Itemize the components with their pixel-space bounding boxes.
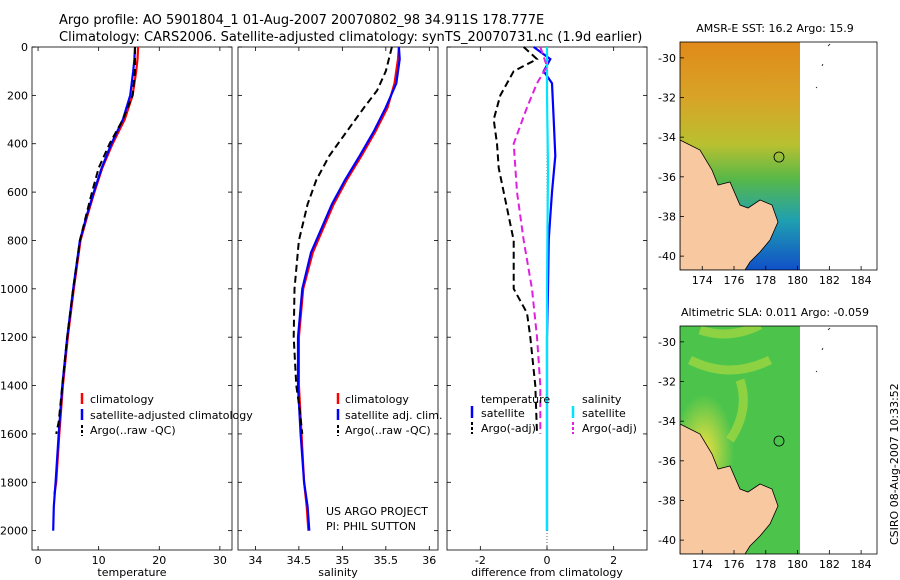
legend-label: satellite <box>481 407 525 420</box>
profile-location-marker <box>773 151 785 163</box>
sst-map: AMSR-E SST: 16.2 Argo: 15.9 174 176 178 180… <box>658 22 878 287</box>
project-annotation: US ARGO PROJECT <box>326 505 428 518</box>
salinity-x-axis-label: salinity <box>318 566 358 579</box>
y-tick-label: 1600 <box>0 428 28 441</box>
series-salinity-argo-adj <box>512 46 549 434</box>
x-tick-label: 2 <box>610 554 617 567</box>
temperature-legend: climatology satellite-adjusted climatolo… <box>80 393 253 437</box>
legend-heading-temperature: temperature <box>481 393 550 406</box>
x-tick-label: 10 <box>92 554 106 567</box>
legend-label: climatology <box>90 393 154 406</box>
x-tick-label: 35 <box>335 554 349 567</box>
temperature-axes-frame <box>31 46 233 551</box>
map-x-tick-label: 174 <box>692 274 713 287</box>
legend-label: satellite adj. clim. <box>345 409 442 422</box>
y-tick-label: 1400 <box>0 380 28 393</box>
y-tick-label: 1800 <box>0 476 28 489</box>
x-tick-label: 34 <box>248 554 262 567</box>
sla-map-frame <box>679 325 878 555</box>
figure-title-line-2: Climatology: CARS2006. Satellite-adjuste… <box>59 30 643 45</box>
map-y-tick-label: -40 <box>658 250 676 263</box>
series-climatology <box>297 46 400 531</box>
x-tick-label: 34.5 <box>287 554 312 567</box>
map-y-tick-label: -32 <box>658 376 676 389</box>
legend-label: Argo(-adj) <box>481 422 536 435</box>
map-x-tick-label: 180 <box>787 558 808 571</box>
sst-map-title: AMSR-E SST: 16.2 Argo: 15.9 <box>696 22 854 35</box>
figure-title-line-1: Argo profile: AO 5901804_1 01-Aug-2007 2… <box>59 13 545 28</box>
sst-map-frame <box>679 41 878 271</box>
sla-map: Altimetric SLA: 0.011 Argo: -0.059 174 17… <box>658 306 878 571</box>
map-y-tick-label: -36 <box>658 455 676 468</box>
legend-label: climatology <box>345 393 409 406</box>
land-mass <box>680 423 779 554</box>
map-x-tick-label: 184 <box>851 274 872 287</box>
map-y-tick-label: -30 <box>658 336 676 349</box>
x-tick-label: 0 <box>35 554 42 567</box>
salinity-legend: climatology satellite adj. clim. Argo(..… <box>326 393 442 533</box>
y-tick-label: 0 <box>21 41 28 54</box>
map-x-tick-label: 180 <box>787 274 808 287</box>
map-x-tick-label: 174 <box>692 558 713 571</box>
y-tick-label: 800 <box>7 234 28 247</box>
x-tick-label: 35.5 <box>374 554 399 567</box>
temperature-panel: 0 200 400 600 800 1000 1200 1400 1600 1800 2000 0 10… <box>0 41 233 579</box>
x-tick-label: 20 <box>152 554 166 567</box>
salinity-axes-frame <box>237 46 439 551</box>
series-salinity-satellite <box>545 47 550 531</box>
x-tick-label: 36 <box>422 554 436 567</box>
legend-heading-salinity: salinity <box>582 393 622 406</box>
island-outline <box>815 327 831 373</box>
series-satellite-adjusted-climatology <box>52 46 137 531</box>
map-x-tick-label: 182 <box>819 558 840 571</box>
map-y-tick-label: -36 <box>658 171 676 184</box>
legend-label: Argo(-adj) <box>582 422 637 435</box>
legend-label: satellite-adjusted climatology <box>90 409 253 422</box>
map-x-tick-label: 176 <box>724 274 745 287</box>
y-tick-label: 600 <box>7 186 28 199</box>
map-y-tick-label: -30 <box>658 52 676 65</box>
land-mass <box>680 139 779 270</box>
x-tick-label: 0 <box>544 554 551 567</box>
map-x-tick-label: 178 <box>755 274 776 287</box>
map-y-tick-label: -38 <box>658 494 676 507</box>
series-argo-raw-qc <box>292 46 393 435</box>
y-tick-label: 400 <box>7 138 28 151</box>
island-outline <box>815 43 831 89</box>
map-y-tick-label: -34 <box>658 131 676 144</box>
profile-location-marker <box>773 435 785 447</box>
map-y-tick-label: -34 <box>658 415 676 428</box>
y-tick-label: 1000 <box>0 283 28 296</box>
map-y-tick-label: -38 <box>658 210 676 223</box>
series-satellite-adj-clim <box>296 46 401 531</box>
series-temperature-argo-adj <box>492 46 539 434</box>
map-x-tick-label: 178 <box>755 558 776 571</box>
series-temperature-satellite <box>533 46 557 531</box>
legend-label: Argo(..raw -QC) <box>90 424 176 437</box>
difference-legend: temperature satellite Argo(-adj) salinit… <box>470 393 637 435</box>
x-tick-label: -2 <box>475 554 486 567</box>
y-tick-label: 2000 <box>0 525 28 538</box>
difference-x-axis-label: difference from climatology <box>471 566 623 579</box>
map-x-tick-label: 182 <box>819 274 840 287</box>
series-argo-raw-qc <box>55 47 136 435</box>
pi-annotation: PI: PHIL SUTTON <box>326 520 416 533</box>
map-y-tick-label: -32 <box>658 92 676 105</box>
map-x-tick-label: 184 <box>851 558 872 571</box>
map-y-tick-label: -40 <box>658 534 676 547</box>
y-tick-label: 1200 <box>0 331 28 344</box>
legend-label: satellite <box>582 407 626 420</box>
sla-anomaly-band <box>687 326 773 443</box>
sla-map-title: Altimetric SLA: 0.011 Argo: -0.059 <box>681 306 869 319</box>
timestamp-stamp: CSIRO 08-Aug-2007 10:33:52 <box>888 383 900 545</box>
legend-label: Argo(..raw -QC) <box>345 424 431 437</box>
map-x-tick-label: 176 <box>724 558 745 571</box>
temperature-x-axis-label: temperature <box>97 566 166 579</box>
y-tick-label: 200 <box>7 89 28 102</box>
x-tick-label: 30 <box>213 554 227 567</box>
salinity-panel: 34 34.5 35 35.5 36 salinity <box>237 46 439 579</box>
